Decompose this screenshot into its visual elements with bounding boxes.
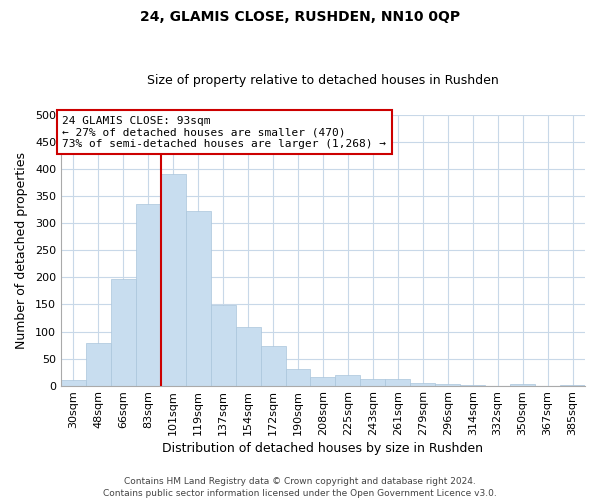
Text: Contains HM Land Registry data © Crown copyright and database right 2024.: Contains HM Land Registry data © Crown c… xyxy=(124,477,476,486)
Bar xyxy=(510,384,535,386)
Bar xyxy=(236,326,260,386)
Text: Contains public sector information licensed under the Open Government Licence v3: Contains public sector information licen… xyxy=(103,488,497,498)
X-axis label: Distribution of detached houses by size in Rushden: Distribution of detached houses by size … xyxy=(163,442,484,455)
Bar xyxy=(86,344,111,386)
Bar xyxy=(460,385,485,386)
Bar xyxy=(286,370,310,386)
Bar xyxy=(361,380,385,386)
Bar xyxy=(136,204,161,386)
Bar xyxy=(560,384,585,386)
Bar xyxy=(61,380,86,386)
Bar xyxy=(410,383,435,386)
Bar xyxy=(385,380,410,386)
Bar xyxy=(111,279,136,386)
Bar xyxy=(435,384,460,386)
Title: Size of property relative to detached houses in Rushden: Size of property relative to detached ho… xyxy=(147,74,499,87)
Bar xyxy=(211,305,236,386)
Bar xyxy=(260,346,286,386)
Bar xyxy=(186,210,211,386)
Text: 24 GLAMIS CLOSE: 93sqm
← 27% of detached houses are smaller (470)
73% of semi-de: 24 GLAMIS CLOSE: 93sqm ← 27% of detached… xyxy=(62,116,386,149)
Bar xyxy=(161,174,186,386)
Text: 24, GLAMIS CLOSE, RUSHDEN, NN10 0QP: 24, GLAMIS CLOSE, RUSHDEN, NN10 0QP xyxy=(140,10,460,24)
Bar xyxy=(335,375,361,386)
Bar xyxy=(310,377,335,386)
Y-axis label: Number of detached properties: Number of detached properties xyxy=(15,152,28,348)
